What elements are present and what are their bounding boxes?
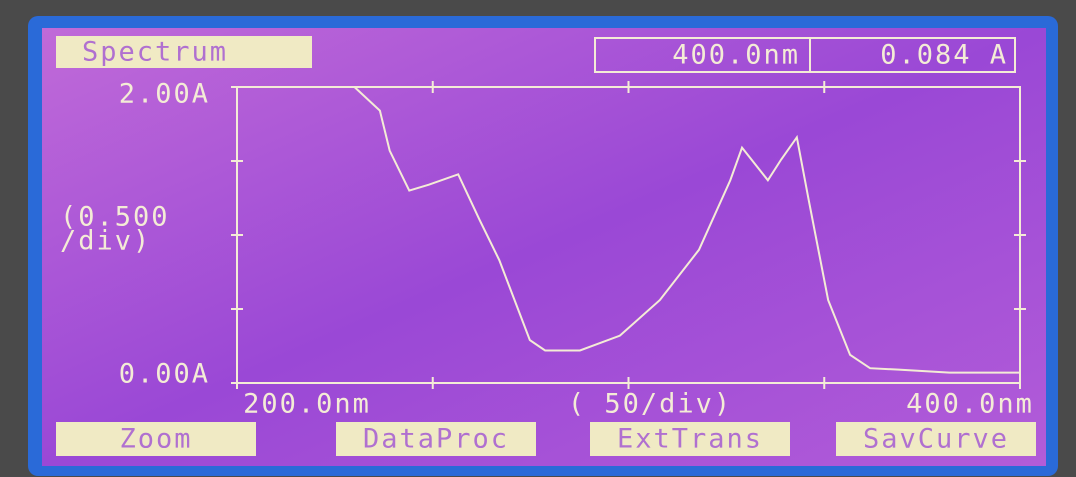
button-bg[interactable] [836, 422, 1036, 456]
y-axis-label: (0.500 [60, 202, 170, 233]
wavelength: 400.0nm [672, 40, 800, 71]
y-tick-label: 0.00A [119, 359, 210, 390]
absorbance: 0.084 A [880, 40, 1008, 71]
absorbance-box [809, 37, 1016, 73]
button-bg[interactable] [336, 422, 536, 456]
button-label[interactable]: Zoom [119, 424, 192, 455]
button-bg[interactable] [590, 422, 790, 456]
button-bar: Zoom DataProc ExtTrans SavCurve [56, 422, 1036, 456]
x-tick-label: 200.0nm [243, 389, 371, 420]
x-tick-label: 400.0nm [906, 389, 1034, 420]
y-axis-label: /div) [60, 226, 151, 257]
button-bg[interactable] [56, 422, 256, 456]
button-label[interactable]: ExtTrans [617, 424, 763, 455]
button-label[interactable]: SavCurve [863, 424, 1009, 455]
spectrum-line [353, 86, 1020, 374]
title: Spectrum [82, 37, 228, 68]
title-box [56, 36, 312, 68]
x-axis-label: ( 50/div) [568, 389, 732, 420]
button-label[interactable]: DataProc [363, 424, 509, 455]
y-tick-label: 2.00A [119, 79, 210, 110]
display [42, 28, 1046, 466]
plot: 0.00A 2.00A 200.0nm 400.0nm ( 50/div) (0.500/… [60, 79, 1034, 420]
